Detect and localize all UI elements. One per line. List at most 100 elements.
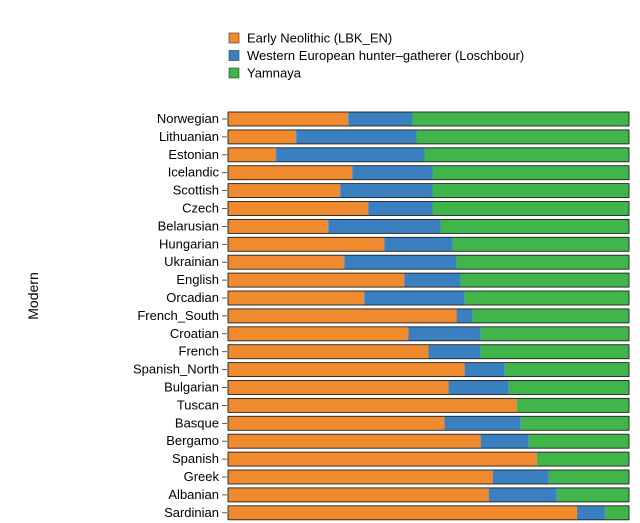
bar-outline [227, 505, 630, 521]
category-label: Orcadian [166, 290, 219, 305]
bar-segment [228, 505, 577, 520]
category-label: Estonian [168, 147, 219, 162]
bar-segment [452, 237, 629, 252]
bar-segment [460, 273, 629, 288]
bar-segment [556, 487, 629, 502]
bar-segment [456, 255, 629, 270]
bar-segment [428, 344, 481, 359]
bar-segment [228, 129, 297, 144]
legend-swatch-0 [228, 32, 240, 44]
bar-segment [276, 147, 425, 162]
bar-segment [228, 165, 353, 180]
bars [227, 111, 630, 521]
bar-segment [472, 308, 629, 323]
bar-segment [432, 201, 629, 216]
bar-segment [352, 165, 433, 180]
bar-segment [516, 398, 629, 413]
bar-segment [228, 219, 329, 234]
bar-segment [440, 219, 629, 234]
bar-outline [227, 397, 630, 413]
bar-segment [488, 487, 557, 502]
bar-segment [340, 183, 433, 198]
bar-segment [228, 398, 517, 413]
legend-label-0: Early Neolithic (LBK_EN) [247, 31, 392, 46]
bar-segment [456, 308, 473, 323]
bar-segment [504, 362, 629, 377]
legend-swatch-1 [228, 50, 240, 61]
bar-segment [364, 291, 465, 305]
bar-segment [228, 201, 369, 216]
category-label: Croatian [170, 326, 219, 341]
bar-segment [228, 416, 445, 431]
bar-segment [296, 129, 417, 144]
bar-segment [384, 237, 453, 252]
bar-outline [227, 147, 630, 163]
category-label: French_South [137, 308, 219, 323]
category-label: Norwegian [157, 111, 219, 126]
category-label: French [179, 344, 219, 359]
bar-outline [227, 129, 630, 145]
bar-segment [404, 273, 461, 288]
category-label: Czech [182, 201, 219, 216]
bar-segment [480, 434, 529, 449]
bar-segment [228, 380, 449, 395]
category-label: Hungarian [159, 236, 219, 251]
bar-segment [228, 452, 537, 467]
bar-segment [408, 326, 481, 341]
bar-segment [432, 183, 629, 198]
bar-outline [227, 236, 630, 252]
bar-outline [227, 451, 630, 467]
bar-segment [424, 147, 629, 162]
bar-segment [464, 291, 629, 305]
category-label: Scottish [173, 183, 219, 198]
bar-segment [480, 344, 629, 359]
bar-outline [227, 469, 630, 485]
bar-outline [227, 433, 630, 449]
bar-outline [227, 487, 630, 503]
legend-label-1: Western European hunter–gatherer (Loschb… [247, 48, 524, 63]
bar-segment [328, 219, 441, 234]
bar-segment [412, 112, 629, 126]
bar-segment [228, 291, 365, 305]
bar-outline [227, 201, 630, 216]
bar-segment [228, 434, 481, 449]
bar-segment [416, 129, 629, 144]
bar-segment [228, 308, 457, 323]
bar-segment [464, 362, 505, 377]
category-label: Bergamo [166, 433, 219, 448]
bar-outline [227, 218, 630, 234]
bar-outline [227, 308, 630, 324]
legend-label-2: Yamnaya [247, 66, 302, 81]
bar-segment [448, 380, 509, 395]
bar-segment [228, 326, 409, 341]
bar-outline [227, 183, 630, 199]
bar-segment [492, 470, 549, 484]
category-label: Tuscan [177, 397, 219, 412]
category-label: Spanish_North [133, 362, 219, 377]
bar-segment [228, 183, 341, 198]
bar-segment [228, 147, 277, 162]
bar-segment [520, 416, 629, 431]
bar-segment [576, 505, 605, 520]
category-label: Belarusian [158, 218, 219, 233]
legend-swatch-2 [228, 67, 240, 79]
bar-outline [227, 111, 630, 127]
bar-segment [228, 344, 429, 359]
category-label: Sardinian [164, 505, 219, 520]
bar-segment [228, 273, 405, 288]
bar-segment [444, 416, 521, 431]
category-label: Spanish [172, 451, 219, 466]
bar-outline [227, 290, 630, 306]
category-label: Greek [184, 469, 220, 484]
category-labels: Norwegian Lithuanian Estonian Icelandic Scot… [133, 111, 227, 520]
bar-segment [348, 112, 413, 126]
category-label: Albanian [168, 487, 219, 502]
bar-segment [228, 470, 493, 484]
bar-outline [227, 254, 630, 270]
bar-outline [227, 415, 630, 431]
bar-segment [432, 165, 629, 180]
bar-segment [228, 487, 489, 502]
category-label: Basque [175, 415, 219, 430]
bar-segment [480, 326, 629, 341]
